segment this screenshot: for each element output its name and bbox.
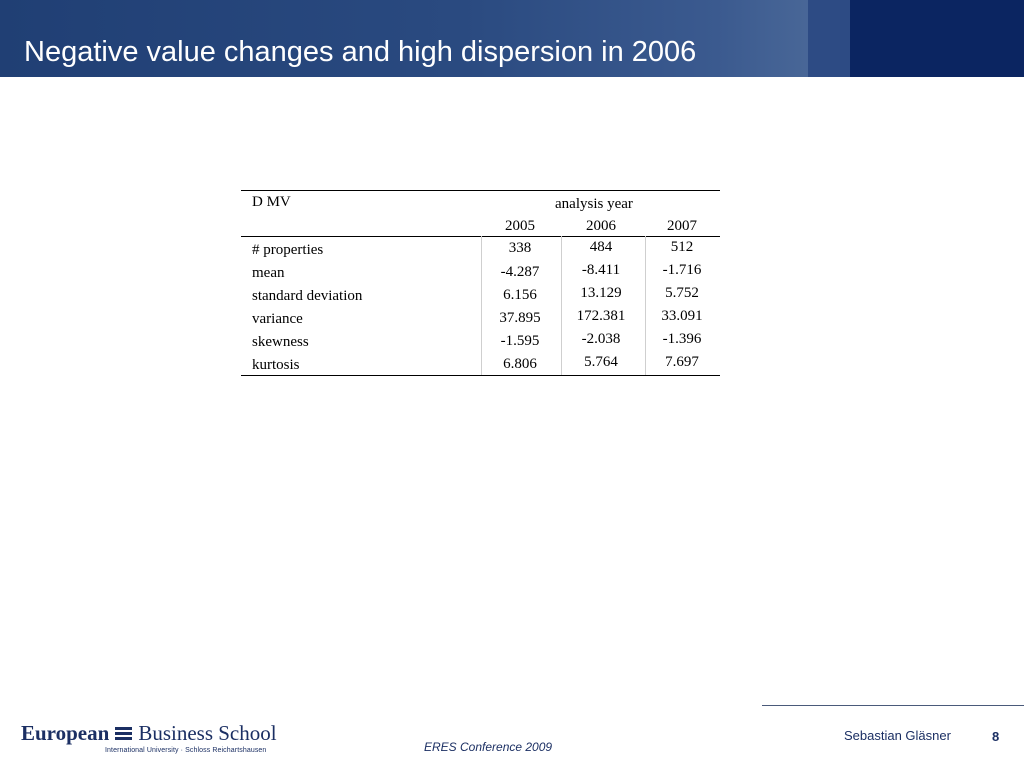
- logo-word-european: European: [21, 721, 110, 745]
- footer-rule: [762, 705, 1024, 706]
- year-header: 2006: [586, 218, 616, 234]
- logo-bars-icon: [115, 726, 133, 741]
- author-name: Sebastian Gläsner: [844, 728, 951, 743]
- table-cell: -8.411: [581, 262, 621, 278]
- title-bar-accent: [808, 0, 850, 77]
- table-cell: 338: [508, 240, 532, 256]
- table-cell: 37.895: [499, 310, 541, 326]
- row-label: # properties: [252, 242, 324, 258]
- slide-title: Negative value changes and high dispersi…: [24, 36, 697, 68]
- row-label: skewness: [252, 334, 309, 350]
- table-cell: 6.806: [503, 356, 537, 372]
- table-cell: 172.381: [576, 308, 626, 324]
- logo-word-business-school: Business School: [138, 721, 277, 745]
- column-divider: [481, 236, 482, 375]
- row-label: variance: [252, 311, 303, 327]
- logo-wordmark: European Business School: [21, 721, 277, 746]
- conference-name: ERES Conference 2009: [424, 740, 553, 754]
- page-number: 8: [992, 729, 1000, 744]
- table-top-rule: [241, 190, 720, 191]
- column-divider: [561, 236, 562, 375]
- year-header: 2005: [505, 218, 535, 234]
- table-cell: 512: [670, 239, 694, 255]
- table-cell: 7.697: [665, 354, 699, 370]
- title-bar-dark-block: [850, 0, 1024, 77]
- column-divider: [645, 236, 646, 375]
- row-label: mean: [252, 265, 285, 281]
- year-header: 2007: [667, 218, 697, 234]
- european-business-school-logo: European Business School International U…: [21, 721, 277, 754]
- table-cell: -1.716: [662, 262, 702, 278]
- title-bar: [0, 0, 1024, 77]
- row-label: kurtosis: [252, 357, 300, 373]
- table-header-rule: [241, 236, 720, 237]
- table-cell: 6.156: [503, 287, 537, 303]
- group-header: analysis year: [555, 196, 633, 212]
- table-bottom-rule: [241, 375, 720, 376]
- logo-subtitle: International University · Schloss Reich…: [105, 747, 267, 754]
- table-cell: -1.595: [500, 333, 540, 349]
- row-label: standard deviation: [252, 288, 363, 304]
- table-cell: 5.764: [584, 354, 618, 370]
- table-cell: -1.396: [662, 331, 702, 347]
- table-corner-label: D MV: [252, 194, 291, 210]
- table-cell: 33.091: [661, 308, 703, 324]
- table-cell: 5.752: [665, 285, 699, 301]
- table-cell: -2.038: [581, 331, 621, 347]
- table-cell: 484: [589, 239, 613, 255]
- table-cell: -4.287: [500, 264, 540, 280]
- table-cell: 13.129: [580, 285, 622, 301]
